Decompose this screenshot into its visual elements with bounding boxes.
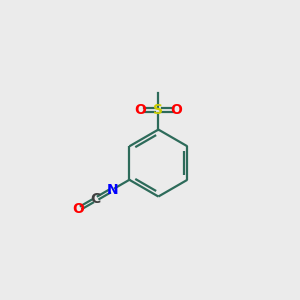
Text: O: O [72,202,84,216]
Text: O: O [134,103,146,117]
Text: N: N [106,183,118,196]
Text: O: O [170,103,182,117]
Text: S: S [153,103,164,117]
Text: C: C [90,192,100,206]
